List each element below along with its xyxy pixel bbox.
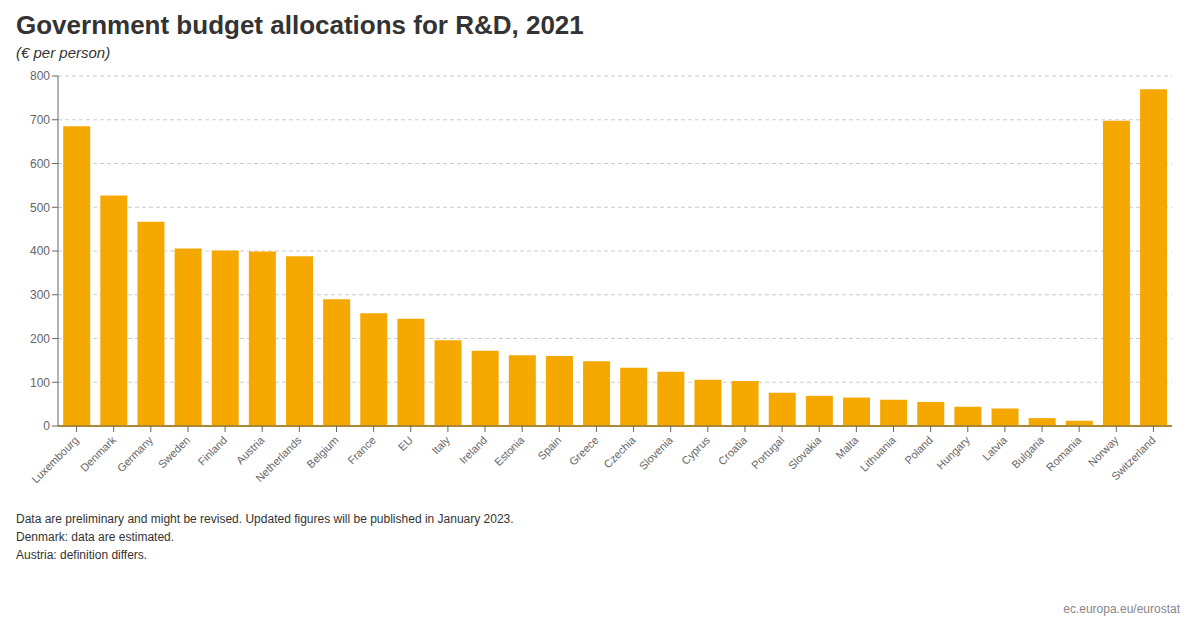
svg-text:500: 500 [30, 201, 50, 215]
svg-text:800: 800 [30, 69, 50, 83]
svg-text:Latvia: Latvia [980, 433, 1010, 463]
svg-text:Croatia: Croatia [716, 433, 750, 467]
svg-text:Lithuania: Lithuania [858, 433, 899, 474]
svg-text:300: 300 [30, 288, 50, 302]
svg-text:Slovenia: Slovenia [637, 433, 676, 472]
svg-text:0: 0 [43, 419, 50, 433]
svg-text:Denmark: Denmark [78, 433, 118, 473]
svg-text:Cyprus: Cyprus [679, 433, 712, 466]
svg-text:France: France [345, 434, 378, 467]
svg-text:Ireland: Ireland [457, 434, 489, 466]
svg-text:Hungary: Hungary [934, 433, 972, 471]
svg-text:Spain: Spain [535, 434, 563, 462]
svg-text:Romania: Romania [1044, 433, 1084, 473]
svg-text:Czechia: Czechia [601, 433, 638, 470]
svg-text:Portugal: Portugal [749, 434, 786, 471]
html-text:Data are preliminary and might: Data are preliminary and might be revise… [16, 512, 514, 562]
svg-text:Sweden: Sweden [156, 434, 193, 471]
svg-text:Switzerland: Switzerland [1109, 434, 1158, 483]
svg-text:100: 100 [30, 376, 50, 390]
html-text:ec.europa.eu/eurostat: ec.europa.eu/eurostat [1063, 602, 1180, 616]
svg-text:400: 400 [30, 244, 50, 258]
svg-text:Belgium: Belgium [304, 434, 341, 471]
svg-text:200: 200 [30, 332, 50, 346]
svg-text:Malta: Malta [833, 433, 861, 461]
svg-text:Austria: Austria [234, 433, 267, 466]
svg-text:Norway: Norway [1086, 433, 1121, 468]
html-text:Government budget allocations: Government budget allocations for R&D, 2… [16, 10, 584, 40]
svg-text:700: 700 [30, 113, 50, 127]
svg-text:EU: EU [396, 434, 415, 453]
svg-text:Greece: Greece [567, 434, 601, 468]
svg-text:Italy: Italy [429, 433, 452, 456]
svg-text:Estonia: Estonia [492, 433, 527, 468]
html-text:(€ per person): (€ per person) [16, 44, 111, 61]
svg-text:Poland: Poland [902, 434, 935, 467]
svg-text:Finland: Finland [195, 434, 229, 468]
svg-text:600: 600 [30, 157, 50, 171]
svg-text:Bulgaria: Bulgaria [1009, 433, 1047, 471]
svg-text:Slovakia: Slovakia [786, 433, 825, 472]
svg-text:Germany: Germany [115, 433, 156, 474]
svg-text:Luxembourg: Luxembourg [29, 434, 81, 486]
svg-text:Netherlands: Netherlands [253, 433, 304, 484]
